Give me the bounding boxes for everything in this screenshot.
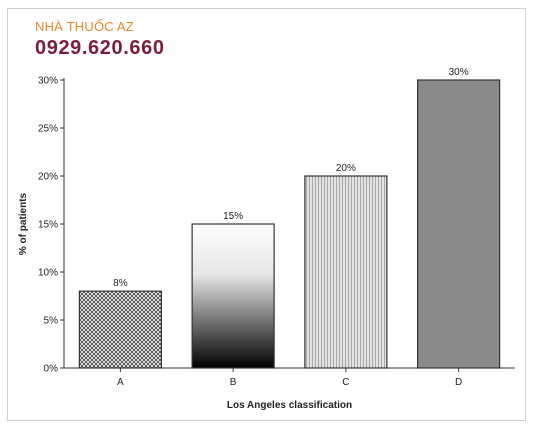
y-tick-label: 5% — [44, 316, 59, 327]
bar-data-label: 30% — [449, 67, 469, 78]
y-tick-label: 10% — [38, 268, 58, 279]
bar-a — [78, 290, 162, 369]
bar-data-label: 15% — [223, 211, 243, 222]
bar-d — [417, 79, 501, 369]
bar-data-label: 8% — [113, 278, 128, 289]
x-tick-label: B — [230, 377, 237, 388]
bar-b — [191, 223, 275, 369]
watermark-phone: 0929.620.660 — [35, 37, 165, 59]
y-tick-label: 30% — [38, 76, 58, 87]
x-axis-title: Los Angeles classification — [227, 400, 352, 411]
y-tick-label: 15% — [38, 220, 58, 231]
x-tick-label: D — [455, 377, 462, 388]
x-tick-label: C — [342, 377, 349, 388]
y-tick-label: 20% — [38, 172, 58, 183]
y-tick-label: 25% — [38, 124, 58, 135]
watermark-logo: NHÀ THUỐC AZ 0929.620.660 — [35, 20, 165, 58]
bar-c — [304, 175, 388, 369]
y-axis-title: % of patients — [18, 192, 29, 255]
watermark-name: NHÀ THUỐC AZ — [35, 19, 134, 34]
x-tick-label: A — [117, 377, 124, 388]
bar-data-label: 20% — [336, 163, 356, 174]
y-tick-label: 0% — [44, 364, 59, 375]
